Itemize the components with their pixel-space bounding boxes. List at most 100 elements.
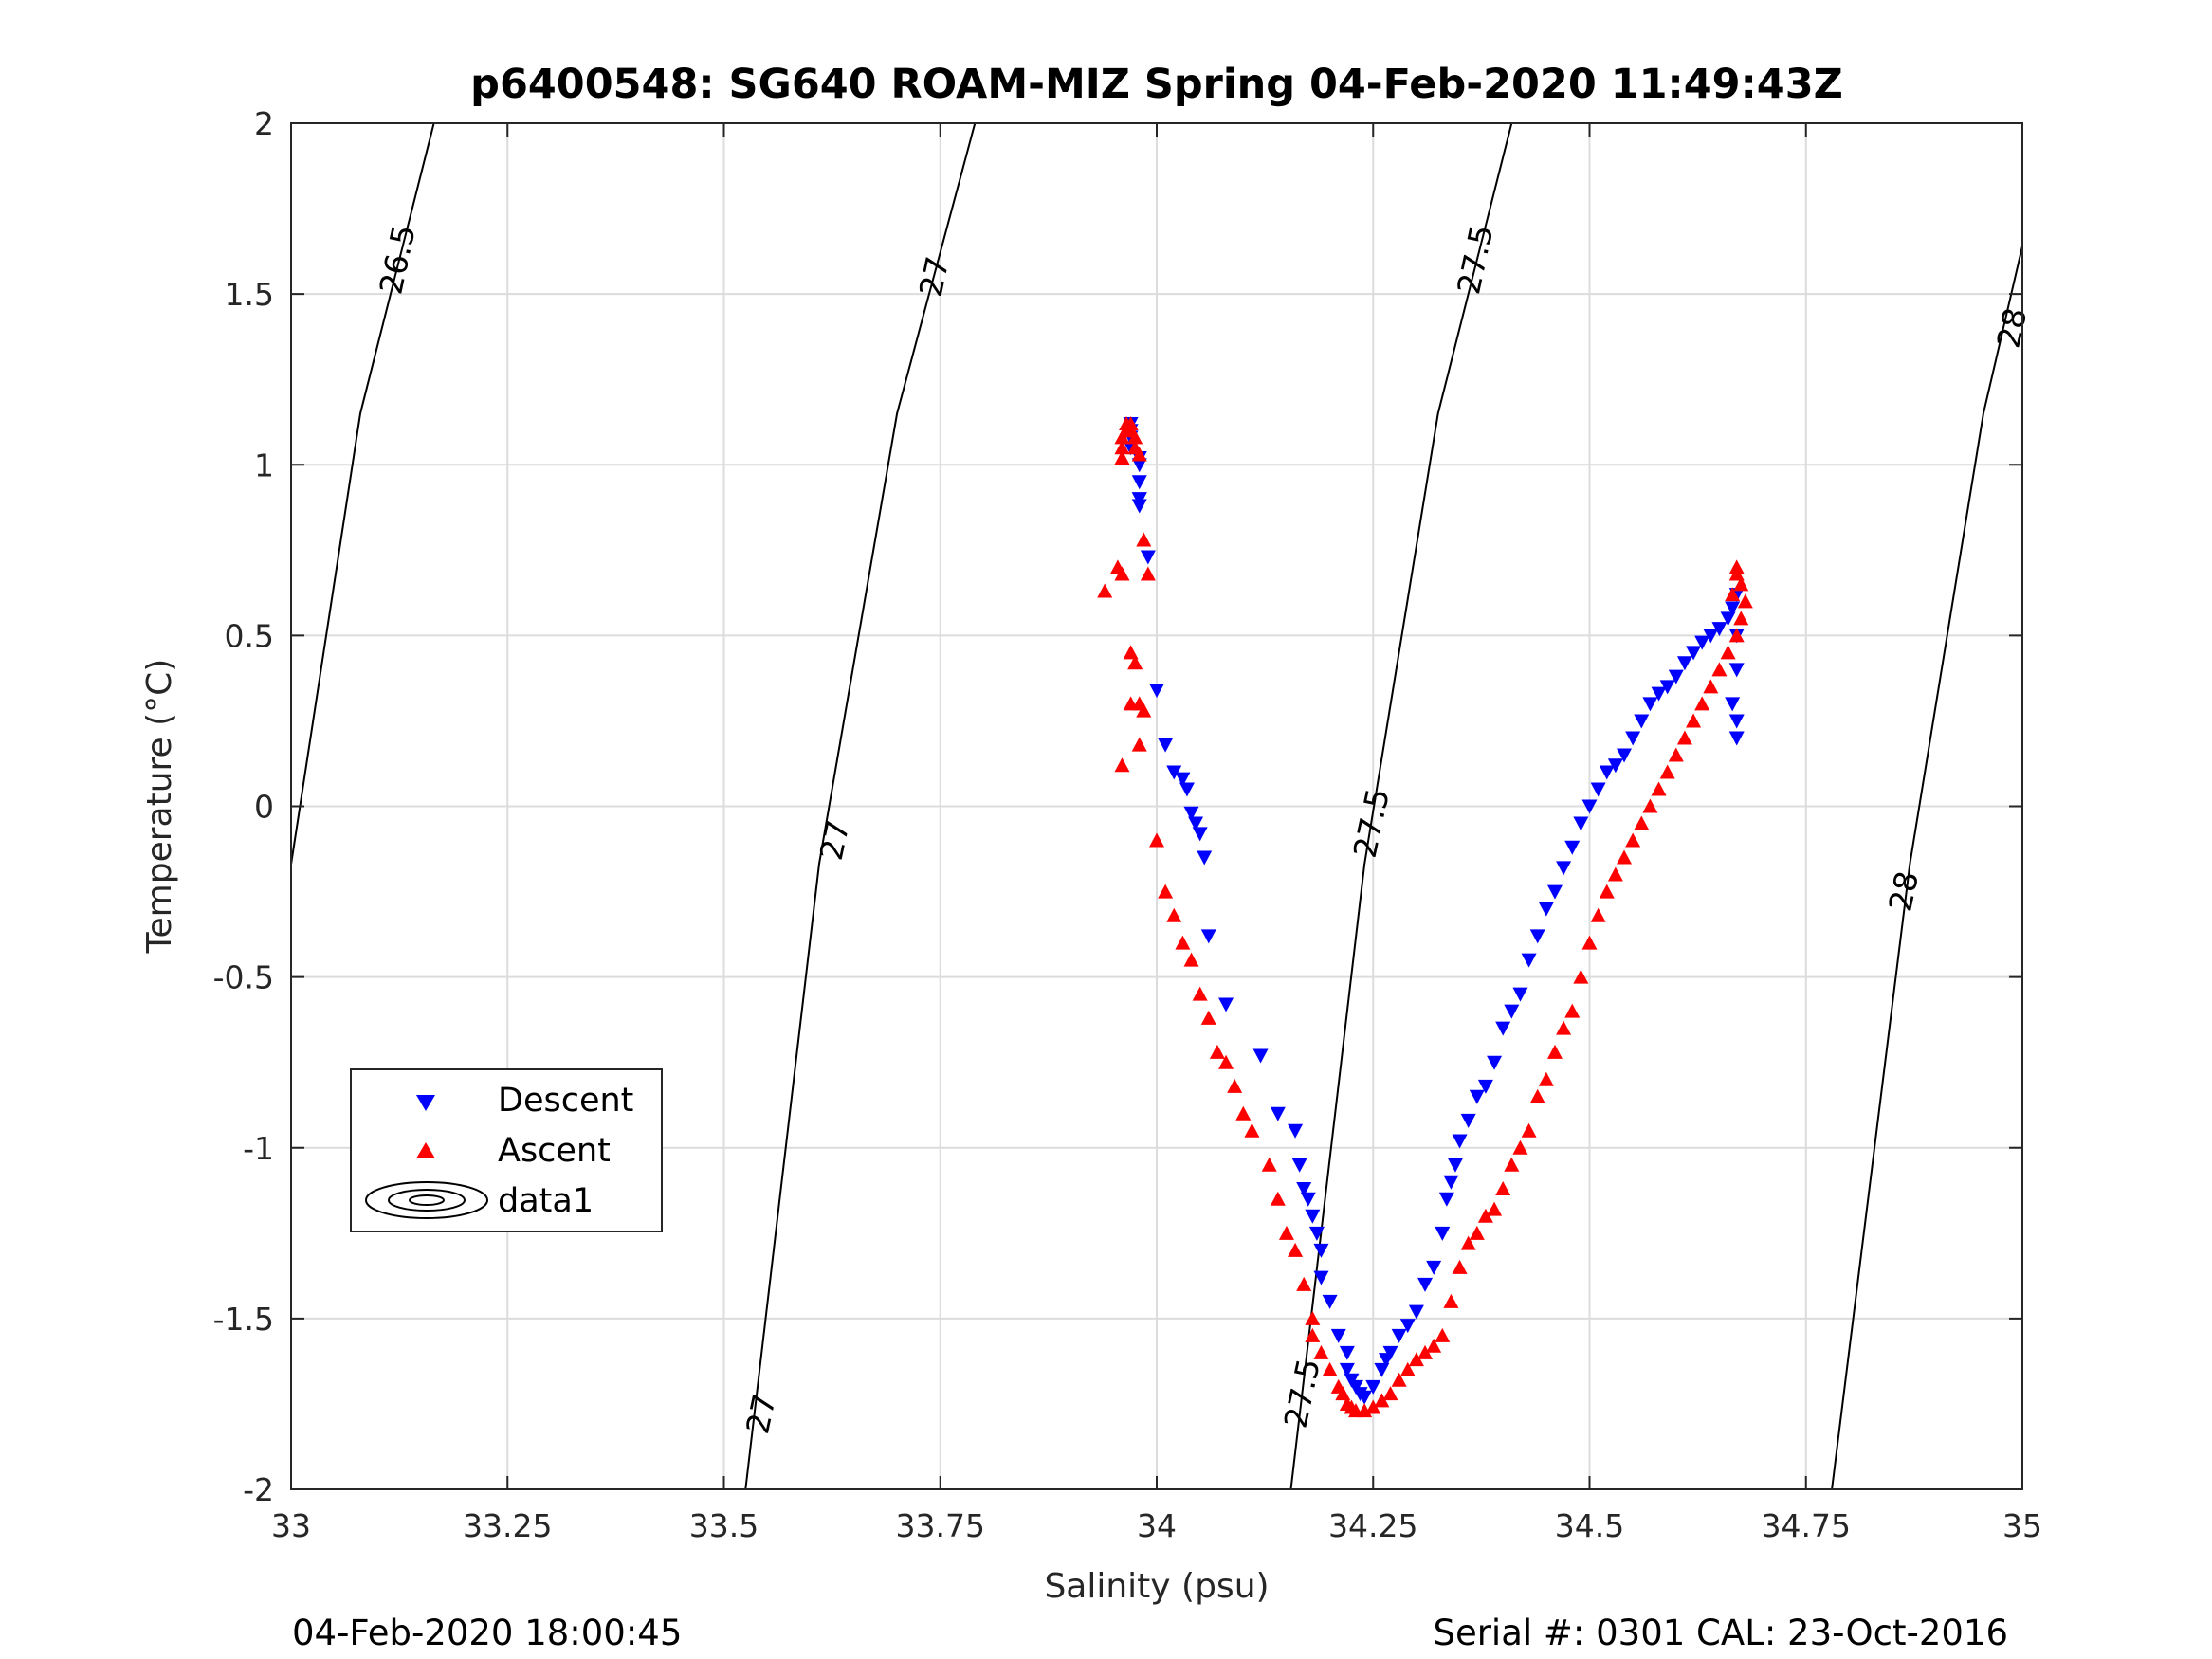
descent-point <box>1617 748 1633 763</box>
contour-label: 27 <box>912 253 957 300</box>
ascent-point <box>1114 566 1130 581</box>
ascent-point <box>1114 450 1130 465</box>
descent-point <box>1426 1260 1442 1275</box>
descent-point <box>1512 987 1528 1002</box>
x-axis-label: Salinity (psu) <box>1044 1567 1269 1606</box>
ascent-point <box>1114 757 1130 773</box>
descent-point <box>1460 1113 1476 1128</box>
ascent-point <box>1166 907 1182 922</box>
ascent-point <box>1733 576 1749 592</box>
ascent-point <box>1200 1010 1216 1025</box>
descent-point <box>1149 684 1164 699</box>
descent-point <box>1668 669 1684 684</box>
x-tick-label: 34 <box>1137 1507 1177 1544</box>
descent-point <box>1728 663 1745 678</box>
ascent-point <box>1426 1338 1442 1353</box>
x-tick-label: 34.75 <box>1762 1507 1851 1544</box>
descent-point <box>1374 1362 1390 1377</box>
ascent-point <box>1114 440 1130 455</box>
ascent-point <box>1140 566 1156 581</box>
descent-point <box>1435 1226 1451 1241</box>
descent-point <box>1438 1192 1454 1207</box>
ascent-point <box>1529 1088 1545 1103</box>
ascent-point <box>1235 1105 1252 1121</box>
chart-title: p6400548: SG640 ROAM-MIZ Spring 04-Feb-2… <box>470 61 1843 108</box>
ascent-point <box>1668 747 1684 762</box>
ascent-point <box>1313 1344 1329 1359</box>
descent-point <box>1529 929 1545 944</box>
ascent-point <box>1136 702 1152 718</box>
ascent-point <box>1097 583 1113 598</box>
contour-label: 27 <box>739 1391 783 1437</box>
descent-point <box>1642 697 1658 712</box>
descent-point <box>1357 1390 1373 1405</box>
y-axis-ticks: 2 1.5 1 0.5 0 -0.5 -1 -1.5 -2 <box>213 105 2022 1508</box>
ascent-point <box>1417 1344 1434 1359</box>
descent-point <box>1538 902 1554 917</box>
ascent-point <box>1573 969 1589 984</box>
descent-point <box>1140 550 1156 565</box>
y-tick-label: -1 <box>243 1130 274 1167</box>
y-tick-label: 2 <box>254 105 274 142</box>
descent-point <box>1651 686 1667 702</box>
legend-contour-label: data1 <box>498 1182 594 1220</box>
ascent-point <box>1382 1386 1398 1401</box>
descent-point <box>1477 1079 1493 1094</box>
ascent-point <box>1495 1180 1511 1195</box>
ascent-point <box>1374 1393 1390 1408</box>
ascent-point <box>1175 935 1191 950</box>
contour-label: 28 <box>1881 868 1926 915</box>
ascent-point <box>1322 1361 1338 1376</box>
descent-point <box>1469 1089 1485 1104</box>
footer-serial-cal: Serial #: 0301 CAL: 23-Oct-2016 <box>1433 1613 2008 1653</box>
x-tick-label: 33.75 <box>896 1507 985 1544</box>
ascent-point <box>1435 1327 1451 1342</box>
descent-point <box>1546 884 1563 900</box>
descent-point <box>1300 1192 1316 1207</box>
descent-point <box>1728 731 1745 746</box>
series-ascent <box>1097 416 1753 1418</box>
contour-line <box>1289 122 1513 1490</box>
ascent-point <box>1460 1235 1476 1250</box>
descent-point <box>1339 1345 1355 1360</box>
ascent-point <box>1607 866 1623 882</box>
ascent-point <box>1469 1225 1485 1240</box>
descent-point <box>1288 1123 1304 1139</box>
ascent-point <box>1123 696 1139 711</box>
ascent-point <box>1149 832 1164 848</box>
descent-point <box>1313 1270 1329 1285</box>
ascent-point <box>1546 1044 1563 1059</box>
ascent-point <box>1728 628 1745 643</box>
ascent-point <box>1218 1054 1234 1069</box>
descent-point <box>1270 1106 1286 1121</box>
ascent-point <box>1131 737 1147 752</box>
legend-contour-icon <box>365 1181 488 1219</box>
ascent-point <box>1477 1208 1493 1223</box>
descent-point <box>1521 953 1537 968</box>
descent-point <box>1599 765 1615 780</box>
data-series <box>1097 416 1753 1418</box>
x-tick-label: 33.25 <box>463 1507 552 1544</box>
descent-point <box>1625 731 1641 746</box>
y-tick-label: 1 <box>254 447 274 483</box>
ascent-point <box>1399 1361 1416 1376</box>
x-tick-label: 33.5 <box>689 1507 759 1544</box>
ascent-point <box>1733 611 1749 626</box>
ascent-point <box>1391 1372 1407 1387</box>
descent-point <box>1504 1004 1520 1019</box>
ascent-point <box>1335 1386 1351 1401</box>
ascent-point <box>1261 1157 1277 1172</box>
ascent-point <box>1725 587 1741 602</box>
descent-point <box>1694 635 1710 650</box>
y-tick-label: -1.5 <box>213 1301 274 1338</box>
descent-point <box>1291 1158 1307 1173</box>
descent-point <box>1417 1277 1434 1292</box>
ascent-point <box>1127 655 1143 670</box>
ascent-point <box>1625 832 1641 848</box>
descent-point <box>1313 1243 1329 1258</box>
ascent-point <box>1227 1078 1243 1093</box>
ascent-point <box>1564 1003 1581 1018</box>
ascent-point <box>1676 730 1692 745</box>
density-contours <box>290 122 2023 1490</box>
legend-descent-marker <box>416 1095 435 1111</box>
